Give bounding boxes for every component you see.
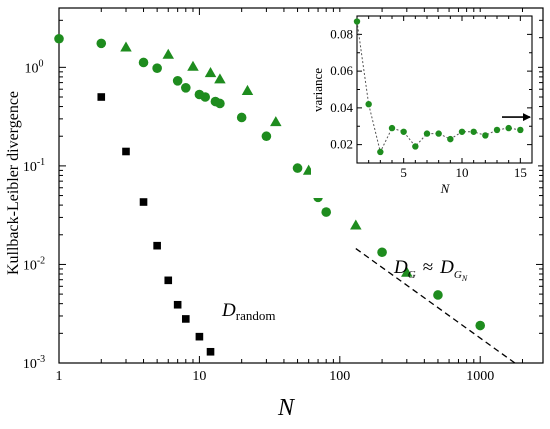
inset-circle-point: [423, 130, 431, 137]
annotation-dg-left: D: [393, 257, 408, 278]
square-point: [206, 347, 215, 356]
inset-circle-point: [482, 132, 489, 139]
annotation-dg-left-sub: G: [408, 269, 416, 281]
main-plot-frame: [58, 7, 544, 364]
triangle-point: [401, 266, 413, 277]
main-chart: 1 10 100 1000 10-3 10-2 10-1 100 Kullback-Leibl…: [5, 7, 544, 421]
inset-circle-point: [388, 124, 396, 132]
square-point: [181, 315, 190, 323]
circle-point: [236, 112, 247, 123]
circle-point: [152, 63, 162, 74]
inset-circle-point: [435, 130, 442, 137]
inset-x-tick-label: 5: [400, 165, 407, 180]
inset-circle-point: [505, 124, 512, 132]
square-point: [153, 241, 161, 250]
circle-point: [96, 38, 107, 49]
x-axis-label: N: [277, 395, 296, 421]
annotation-d-random-main: D: [221, 300, 236, 321]
y-tick-label: 10-2: [23, 255, 45, 273]
annotation-d-random: Drandom: [221, 300, 275, 323]
circle-point: [321, 207, 332, 217]
inset-y-tick-label: 0.06: [330, 63, 353, 78]
triangle-point: [187, 60, 199, 71]
annotation-approx-symbol: ≈: [423, 257, 433, 278]
inset-background: [311, 12, 538, 198]
inset-y-axis-label: variance: [310, 68, 325, 112]
main-axis-ticks: 1 10 100 1000 10-3 10-2 10-1 100: [23, 7, 543, 384]
triangle-point: [270, 116, 282, 127]
y-tick-label: 100: [25, 58, 44, 76]
annotation-dg-right: D: [439, 257, 454, 278]
square-point: [122, 147, 130, 156]
circle-point: [172, 76, 183, 86]
inset-circle-point: [493, 126, 501, 134]
circle-point: [377, 247, 387, 258]
inset-circle-point: [377, 148, 384, 156]
inset-circle-point: [447, 135, 454, 143]
circle-point: [261, 131, 272, 142]
square-point: [164, 276, 173, 285]
inset-circle-point: [365, 101, 372, 108]
inset-circle-point: [353, 18, 361, 25]
triangle-point: [241, 84, 254, 95]
y-tick-label: 10-1: [23, 157, 45, 175]
inset-series-line: [356, 21, 521, 154]
square-point: [97, 93, 106, 101]
inset-circle-point: [517, 126, 524, 134]
inset-circle-point: [458, 128, 466, 135]
reference-line-group: [355, 248, 517, 365]
circle-point: [138, 57, 149, 68]
inset-y-tick-label: 0.08: [330, 26, 353, 41]
series-triangle: [120, 41, 413, 277]
inset-chart: 5 10 15 0.02 0.04 0.06 0.08 variance N: [310, 12, 538, 198]
annotation-dg-approx: DG ≈ DGN: [393, 257, 468, 283]
circle-point: [54, 33, 64, 44]
inset-x-axis-label: N: [440, 181, 451, 196]
main-data-series: [54, 33, 486, 356]
inset-x-tick-label: 15: [514, 165, 527, 180]
inset-circle-point: [400, 128, 407, 135]
inset-y-tick-label: 0.02: [330, 137, 353, 152]
circle-point: [200, 92, 211, 102]
x-tick-label: 100: [329, 369, 350, 384]
x-tick-label: 1: [56, 369, 63, 384]
inset-x-tick-label: 10: [456, 165, 469, 180]
inset-circle-point: [412, 143, 419, 150]
triangle-point: [214, 73, 226, 84]
y-axis-label: Kullback-Leibler divergence: [5, 91, 22, 275]
circle-point: [292, 163, 303, 173]
inset-data-series: [353, 18, 524, 156]
square-point: [195, 332, 204, 341]
inset-circle-point: [470, 128, 477, 135]
reference-dashed-line: [355, 248, 517, 365]
triangle-point: [350, 219, 362, 230]
circle-point: [180, 82, 191, 93]
triangle-point: [162, 48, 175, 59]
circle-point: [215, 98, 225, 109]
inset-axis-ticks: 5 10 15 0.02 0.04 0.06 0.08: [330, 15, 533, 180]
y-tick-label: 10-3: [23, 354, 45, 372]
annotation-d-random-sub: random: [236, 308, 276, 323]
annotation-dg-right-sub: G: [454, 269, 462, 281]
triangle-point: [204, 67, 217, 78]
x-tick-label: 1000: [466, 369, 494, 384]
annotation-dg-right-subsub: N: [461, 274, 468, 283]
triangle-point: [120, 41, 132, 52]
square-point: [173, 300, 182, 309]
series-circle: [54, 33, 486, 331]
square-point: [139, 198, 148, 206]
circle-point: [433, 290, 443, 300]
x-tick-label: 10: [192, 369, 206, 384]
series-square: [97, 93, 215, 356]
inset-y-tick-label: 0.04: [330, 100, 353, 115]
circle-point: [475, 320, 486, 331]
